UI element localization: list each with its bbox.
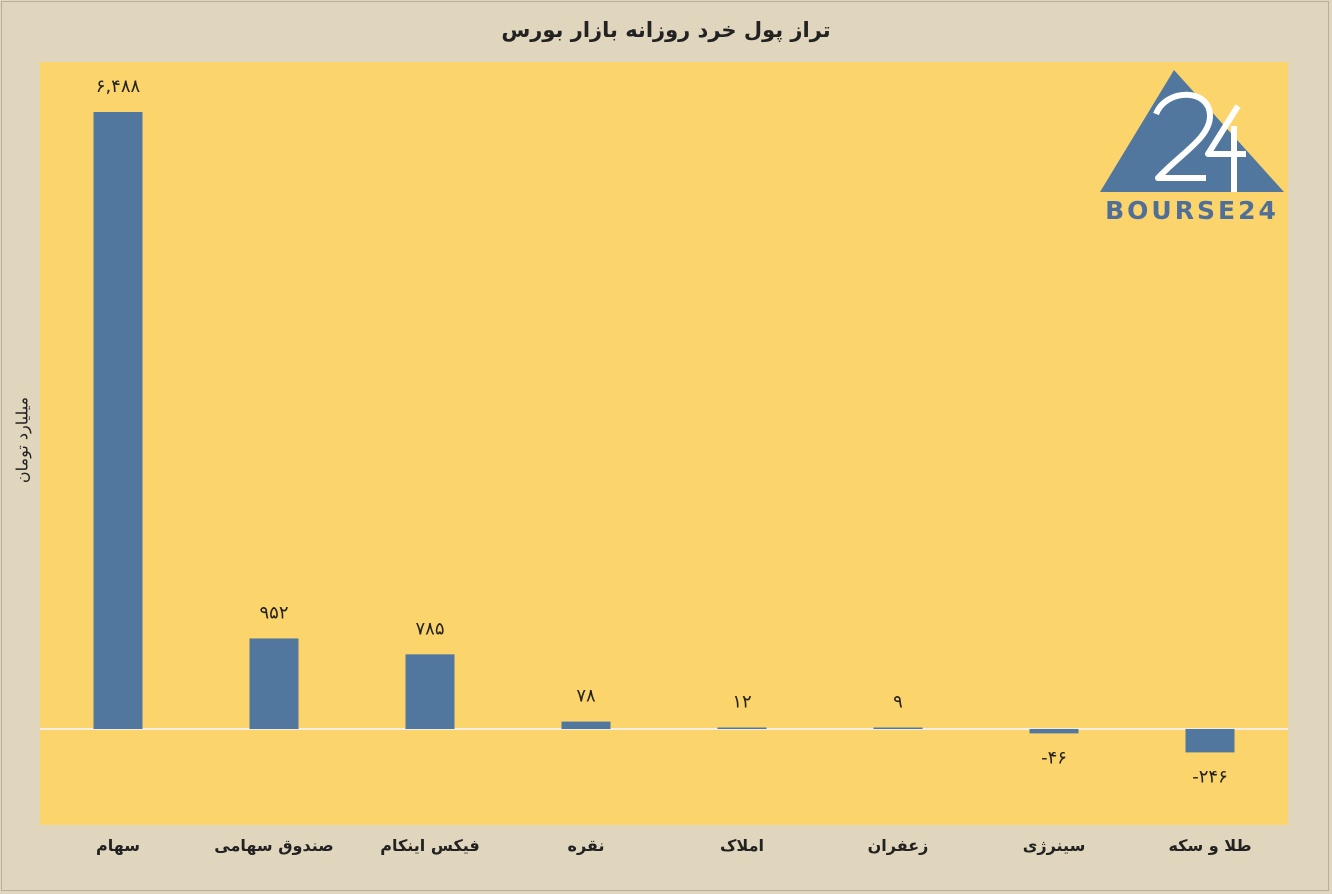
value-label-1: ۹۵۲ — [259, 602, 288, 623]
bar-1 — [249, 638, 299, 729]
logo-wordmark: BOURSE24 — [1105, 196, 1279, 225]
value-label-4: ۱۲ — [732, 692, 751, 713]
value-label-0: ۶,۴۸۸ — [96, 76, 141, 97]
x-tick-label-3: نقره — [567, 836, 605, 855]
bar-chart: ۶,۴۸۸ ۹۵۲ ۷۸۵ ۷۸ ۱۲ ۹ -۴۶ -۲۴۶ — [40, 76, 1288, 787]
bar-0 — [93, 112, 143, 729]
x-axis-labels: سهام صندوق سهامی فیکس اینکام نقره املاک زعفرا… — [40, 836, 1288, 866]
x-tick-label-5: زعفران — [867, 836, 929, 855]
bar-5 — [873, 727, 923, 729]
value-label-5: ۹ — [893, 692, 903, 713]
bar-2 — [405, 654, 455, 729]
value-label-3: ۷۸ — [576, 686, 596, 707]
bar-7 — [1185, 729, 1235, 753]
value-label-2: ۷۸۵ — [415, 618, 444, 639]
x-tick-label-2: فیکس اینکام — [380, 836, 480, 855]
value-label-7: -۲۴۶ — [1192, 766, 1228, 787]
bar-3 — [561, 721, 611, 729]
bourse24-logo-icon — [1100, 70, 1284, 192]
bar-4 — [717, 727, 767, 729]
plot-area: ۶,۴۸۸ ۹۵۲ ۷۸۵ ۷۸ ۱۲ ۹ -۴۶ -۲۴۶ — [40, 62, 1288, 825]
y-axis-label: میلیارد تومان — [12, 396, 32, 484]
bar-6 — [1029, 729, 1079, 734]
x-tick-label-1: صندوق سهامی — [214, 836, 334, 855]
value-label-6: -۴۶ — [1041, 747, 1067, 768]
x-tick-label-4: املاک — [720, 836, 764, 855]
x-tick-label-6: سینرژی — [1022, 836, 1086, 855]
x-tick-label-0: سهام — [95, 836, 141, 855]
chart-title: تراز پول خرد روزانه بازار بورس — [501, 18, 831, 42]
x-tick-label-7: طلا و سکه — [1168, 836, 1252, 855]
